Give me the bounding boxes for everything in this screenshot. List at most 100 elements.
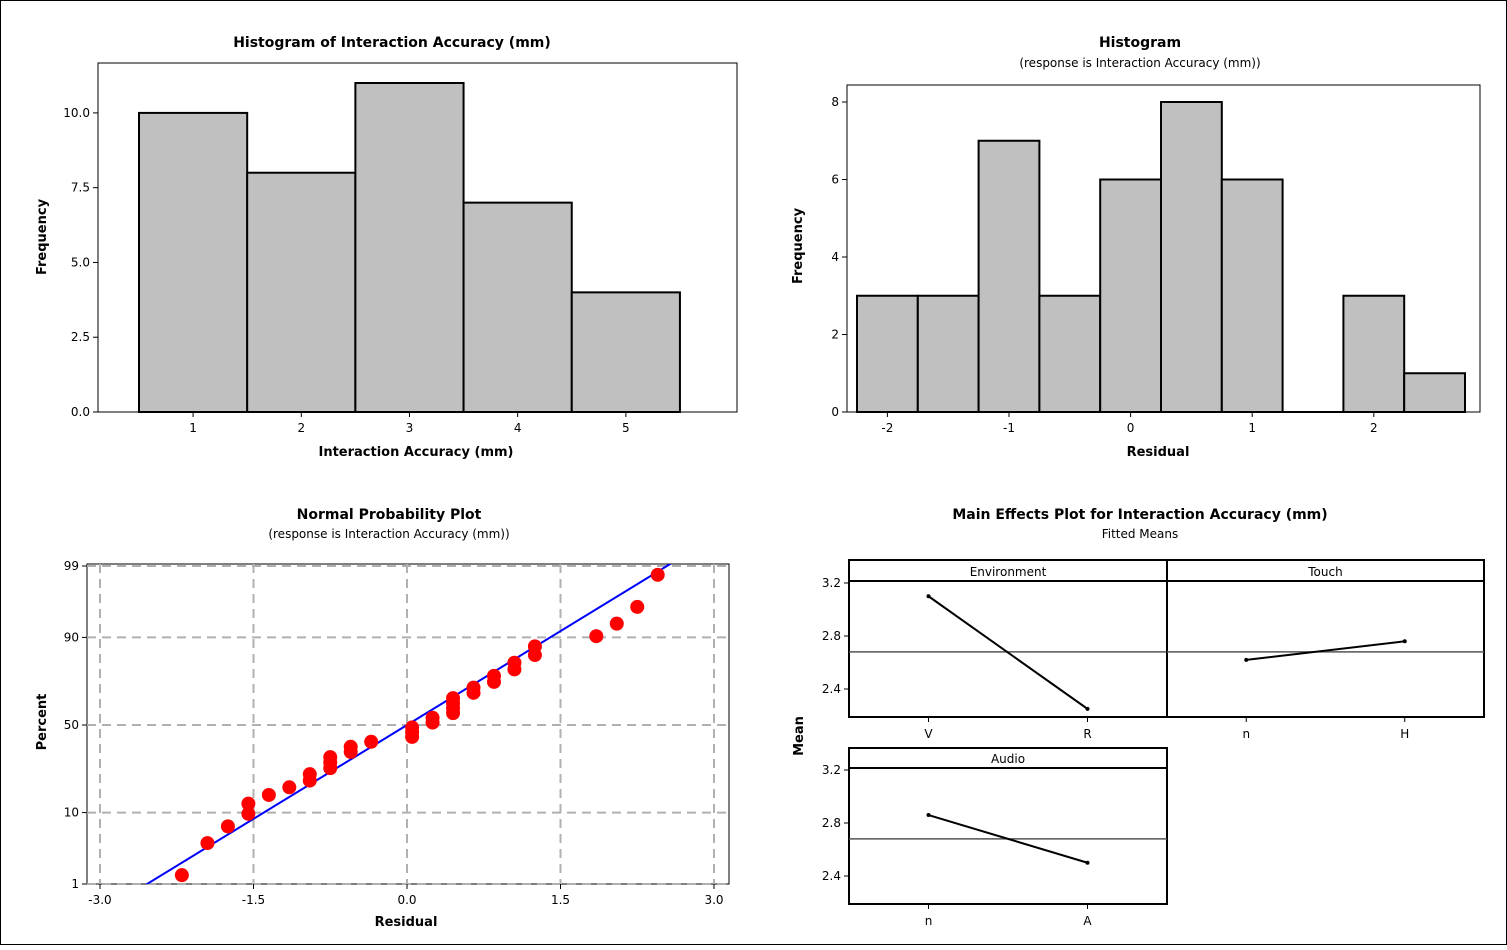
hist1-plot: 1 2 3 4 5 0.0 2.5 5.0 7.5 10.0 [63,62,738,435]
hist1-bar [354,82,465,413]
npp-point [446,691,461,706]
npp-point [650,567,665,582]
hist1-bar [138,111,249,413]
npp-x-tick-label: -3.0 [88,893,111,907]
hist1-y-tick-label: 7.5 [71,181,90,195]
effects-y-tick-label: 3.2 [822,576,841,590]
hist2-bar [916,294,980,413]
npp-point [282,780,297,795]
effects-panel-frame [848,747,1168,905]
hist2-x-tick-label: -2 [881,421,893,435]
effects-y-tick-label: 2.8 [822,629,841,643]
hist2-bar [1342,294,1406,413]
effects-point [1402,639,1407,644]
hist2-y-tick-label: 0 [831,405,839,419]
effects-point [926,594,931,599]
npp-point [466,680,481,695]
npp-point [527,639,542,654]
effects-line [928,814,1088,864]
hist2-x-tick-label: -1 [1003,421,1015,435]
hist1-xlabel: Interaction Accuracy (mm) [319,445,514,460]
hist1-y-tick-label: 10.0 [63,106,90,120]
hist2-y-tick-label: 4 [831,250,839,264]
hist1-ylabel: Frequency [35,198,50,275]
npp-point [174,868,189,883]
hist1-x-tick-label: 1 [189,421,197,435]
effects-y-tick-label: 2.4 [822,682,841,696]
hist2-x-tick-label: 1 [1248,421,1256,435]
npp-y-tick-label: 1 [71,877,79,891]
hist1-bar [570,291,681,414]
npp-x-tick-label: 3.0 [704,893,723,907]
hist2-x-tick-label: 2 [1370,421,1378,435]
effects-y-tick-label: 2.8 [822,816,841,830]
main-effects-subtitle: Fitted Means [1102,527,1179,541]
npp-y-tick-label: 90 [64,630,79,644]
effects-line [1246,640,1405,661]
effects-x-tick-label: R [1083,727,1091,741]
hist1-x-tick-label: 4 [514,421,522,435]
npp-point [302,767,317,782]
hist1-title: Histogram of Interaction Accuracy (mm) [233,35,551,51]
npp-point [200,836,215,851]
main-effects-title: Main Effects Plot for Interaction Accura… [952,507,1327,523]
npp-point [507,655,522,670]
effects-point [1085,860,1090,865]
hist2-title: Histogram [1099,35,1181,51]
effects-x-tick-label: n [925,914,933,928]
npp-point [261,787,276,802]
effects-panel-label: Audio [991,752,1025,766]
effects-point [926,813,931,818]
hist2-bar [1220,178,1284,413]
npp-point [405,720,420,735]
hist1-x-tick-label: 3 [406,421,414,435]
npp-point [425,710,440,725]
npp-xlabel: Residual [375,915,438,930]
npp-point [220,819,235,834]
npp-point [630,599,645,614]
npp-title: Normal Probability Plot [297,507,482,523]
effects-panel-frame [848,559,1168,718]
effects-x-tick-label: A [1083,914,1092,928]
npp-point [609,616,624,631]
npp-point [364,734,379,749]
hist2-x-tick-label: 0 [1127,421,1135,435]
hist2-y-tick-label: 6 [831,173,839,187]
hist1-y-tick-label: 2.5 [71,330,90,344]
npp-plot: -3.0 -1.5 0.0 1.5 3.0 1 10 50 90 99 [64,559,730,907]
npp-point [241,806,256,821]
hist1-y-tick-label: 0.0 [71,405,90,419]
hist2-y-tick-label: 8 [831,95,839,109]
effects-panel-frame [1166,559,1485,718]
npp-subtitle: (response is Interaction Accuracy (mm)) [268,527,509,541]
hist1-x-tick-label: 5 [622,421,630,435]
effects-x-tick-label: n [1242,727,1250,741]
hist2-ylabel: Frequency [791,207,806,284]
npp-x-tick-label: 0.0 [397,893,416,907]
effects-y-tick-label: 3.2 [822,763,841,777]
npp-y-tick-label: 50 [64,718,79,732]
hist1-bar [246,171,357,413]
hist2-bar [1099,178,1162,413]
hist1-bar [462,201,573,413]
effects-point [1244,657,1249,662]
hist2-y-tick-label: 2 [831,328,839,342]
hist2-bar [1160,101,1223,413]
effects-panel-label: Environment [970,565,1047,579]
hist2-bar [856,294,919,413]
main-effects-ylabel: Mean [792,716,807,756]
effects-x-tick-label: H [1400,727,1409,741]
npp-point [343,739,358,754]
effects-line [927,595,1089,710]
hist1-x-tick-label: 2 [297,421,305,435]
main-effects-plot: Environment V R 2.4 2.8 3.2 Touch n H Audio n A 2.4 2… [822,559,1485,928]
hist2-plot: -2 -1 0 1 2 0 2 4 6 8 [831,84,1481,435]
npp-point [589,629,604,644]
hist1-y-tick-label: 5.0 [71,255,90,269]
hist2-subtitle: (response is Interaction Accuracy (mm)) [1019,56,1260,70]
hist2-bar [977,139,1041,413]
npp-point [241,796,256,811]
npp-point [486,668,501,683]
npp-y-tick-label: 10 [64,806,79,820]
